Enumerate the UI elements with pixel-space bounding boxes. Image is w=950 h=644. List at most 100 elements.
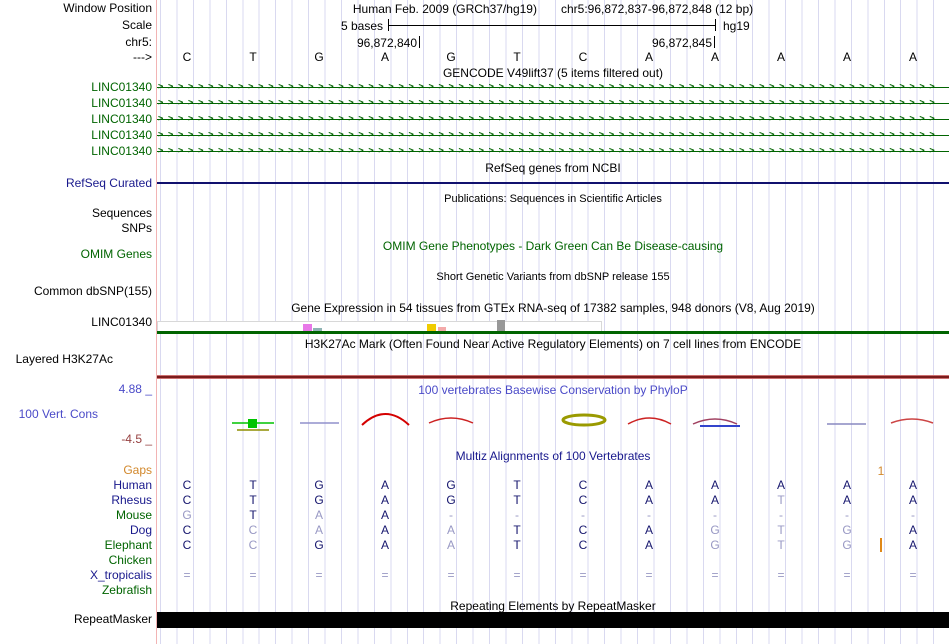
multiz-alignment-base: A [842, 493, 851, 507]
gencode-item-label[interactable]: LINC01340 [91, 96, 152, 110]
sequence-base: A [380, 50, 389, 64]
multiz-species-label[interactable]: Human [113, 478, 152, 492]
conservation-mark [890, 418, 934, 424]
conservation-mark [561, 413, 607, 427]
multiz-alignment-base: - [449, 508, 453, 522]
multiz-alignment-base: A [314, 523, 323, 537]
multiz-alignment-base: A [842, 478, 851, 492]
h3k27ac-label[interactable]: Layered H3K27Ac [15, 352, 113, 366]
multiz-alignment-base: A [314, 508, 323, 522]
multiz-species-label[interactable]: Mouse [115, 508, 152, 522]
multiz-species-label[interactable]: X_tropicalis [89, 568, 152, 582]
multiz-alignment-base: T [249, 508, 257, 522]
multiz-alignment-base: T [777, 523, 785, 537]
strand-arrow-label[interactable]: ---> [133, 50, 152, 64]
chromosome-label: chr5: [125, 35, 152, 49]
track-left-edge-line [156, 0, 157, 644]
multiz-gap-tick [880, 538, 882, 552]
sequence-base: A [842, 50, 851, 64]
gtex-gene-model-bar[interactable] [157, 331, 949, 334]
sequence-base: A [776, 50, 785, 64]
multiz-alignment-base: T [777, 538, 785, 552]
h3k27ac-baseline-light-top [157, 375, 949, 376]
scale-ruler-left-tick [388, 19, 389, 31]
h3k27ac-baseline-light-bottom [157, 378, 949, 379]
multiz-species-label[interactable]: Gaps [123, 463, 152, 477]
multiz-alignment-base: A [644, 523, 653, 537]
gencode-item-label[interactable]: LINC01340 [91, 112, 152, 126]
multiz-alignment-base: A [446, 523, 455, 537]
multiz-alignment-base: C [578, 493, 588, 507]
multiz-alignment-base: C [578, 538, 588, 552]
conservation-label[interactable]: 100 Vert. Cons [18, 407, 98, 421]
multiz-alignment-base: T [513, 538, 521, 552]
multiz-alignment-base: = [315, 568, 323, 582]
multiz-alignment-base: A [644, 478, 653, 492]
multiz-alignment-base: = [447, 568, 455, 582]
repeatmasker-track-title: Repeating Elements by RepeatMasker [450, 599, 656, 613]
h3k27ac-track-title: H3K27Ac Mark (Often Found Near Active Re… [304, 337, 802, 351]
scale-label: Scale [121, 18, 152, 32]
multiz-alignment-base: T [513, 493, 521, 507]
repeatmasker-label[interactable]: RepeatMasker [73, 612, 152, 626]
gencode-item-label[interactable]: LINC01340 [91, 128, 152, 142]
gencode-intron-line [157, 135, 949, 136]
multiz-alignment-base: = [513, 568, 521, 582]
sequence-base: G [314, 50, 324, 64]
gtex-gene-label[interactable]: LINC01340 [91, 315, 152, 329]
conservation-mark [627, 417, 672, 425]
multiz-alignment-base: = [909, 568, 917, 582]
multiz-species-label[interactable]: Dog [129, 523, 152, 537]
refseq-curated-item[interactable] [157, 182, 949, 184]
gencode-item-label[interactable]: LINC01340 [91, 144, 152, 158]
multiz-alignment-base: G [446, 478, 456, 492]
multiz-species-label[interactable]: Zebrafish [101, 583, 152, 597]
multiz-alignment-base: A [446, 538, 455, 552]
gencode-item-label[interactable]: LINC01340 [91, 80, 152, 94]
dbsnp-label[interactable]: Common dbSNP(155) [33, 284, 152, 298]
sequence-base: T [513, 50, 521, 64]
publications-sequences-label[interactable]: Sequences [91, 206, 152, 220]
gtex-track-title: Gene Expression in 54 tissues from GTEx … [291, 301, 815, 315]
multiz-alignment-base: - [713, 508, 717, 522]
multiz-alignment-base: C [182, 538, 192, 552]
multiz-species-label[interactable]: Elephant [104, 538, 152, 552]
multiz-alignment-base: T [513, 478, 521, 492]
multiz-alignment-base: = [645, 568, 653, 582]
gencode-intron-line [157, 87, 949, 88]
publications-snps-label[interactable]: SNPs [121, 221, 152, 235]
multiz-alignment-base: A [908, 538, 917, 552]
gencode-strand-arrows: >>>>>>>>>>>>>>>>>>>>>>>>>>>>>>>>>>>>>>>>… [158, 146, 940, 156]
multiz-alignment-base: A [644, 538, 653, 552]
multiz-alignment-base: G [182, 508, 192, 522]
multiz-alignment-base: T [249, 478, 257, 492]
conservation-mark [248, 419, 257, 428]
multiz-alignment-base: = [249, 568, 257, 582]
multiz-alignment-base: C [248, 523, 258, 537]
multiz-alignment-base: = [579, 568, 587, 582]
multiz-alignment-base: G [842, 538, 852, 552]
gtex-tissue-mark [303, 324, 312, 331]
multiz-alignment-base: T [249, 493, 257, 507]
coordinate-left-tick [419, 36, 420, 48]
repeatmasker-element-bar[interactable] [157, 612, 949, 628]
multiz-species-label[interactable]: Chicken [108, 553, 152, 567]
multiz-alignment-base: A [710, 493, 719, 507]
refseq-curated-label[interactable]: RefSeq Curated [65, 176, 152, 190]
multiz-alignment-base: G [446, 493, 456, 507]
multiz-alignment-base: - [779, 508, 783, 522]
omim-genes-label[interactable]: OMIM Genes [80, 247, 152, 261]
omim-track-title: OMIM Gene Phenotypes - Dark Green Can Be… [382, 239, 724, 253]
sequence-base: T [249, 50, 257, 64]
window-position-label: Window Position [63, 1, 152, 15]
multiz-alignment-base: - [845, 508, 849, 522]
multiz-species-label[interactable]: Rhesus [111, 493, 152, 507]
assembly-position-line: Human Feb. 2009 (GRCh37/hg19) chr5:96,872… [157, 2, 949, 16]
multiz-gap-count: 1 [877, 464, 885, 478]
multiz-alignment-base: - [911, 508, 915, 522]
sequence-base: A [644, 50, 653, 64]
assembly-short-label: hg19 [723, 19, 750, 33]
scale-ruler-line [388, 25, 716, 26]
